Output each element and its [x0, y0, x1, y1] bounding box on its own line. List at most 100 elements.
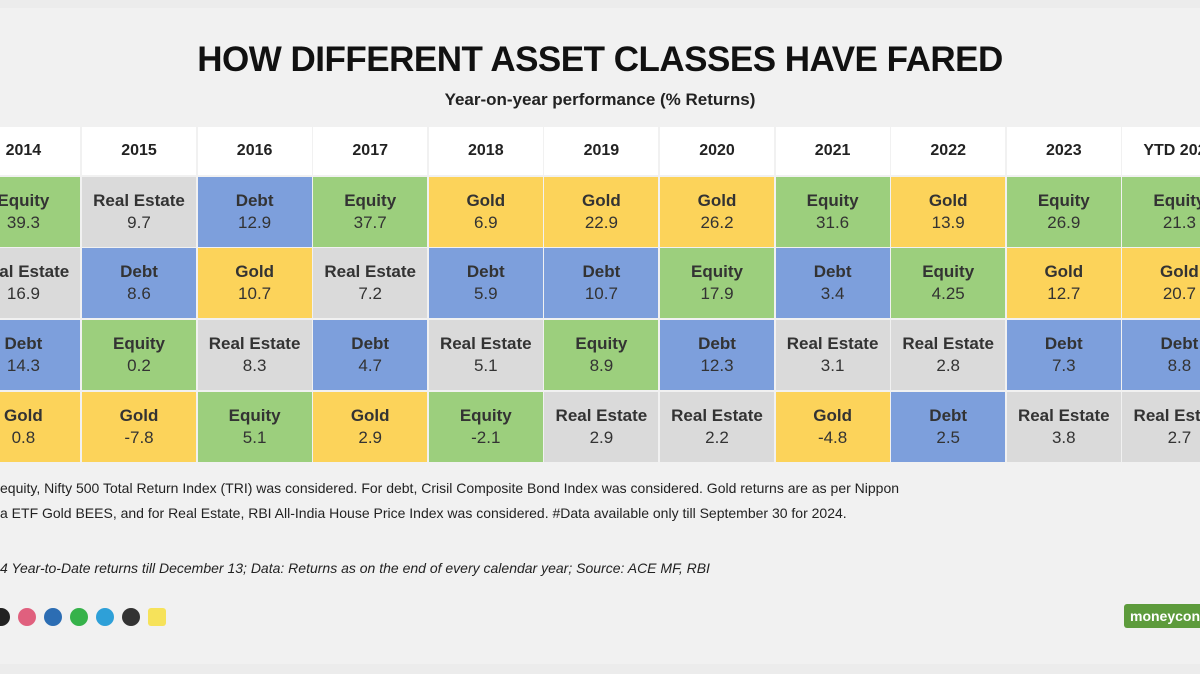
- cell: Debt 12.3: [660, 320, 774, 390]
- cell: Real Estate 9.7: [82, 177, 196, 247]
- social-icon[interactable]: [148, 608, 166, 626]
- return-value: 26.9: [1047, 213, 1081, 232]
- asset-name: Real Estate: [93, 191, 185, 210]
- cell: Real Estate 2.2: [660, 392, 774, 462]
- return-value: 8.3: [242, 356, 267, 375]
- return-value: 10.7: [238, 284, 272, 303]
- asset-name: Real Estate: [555, 406, 648, 425]
- return-value: 2.2: [705, 428, 729, 447]
- year: 2016: [236, 142, 273, 159]
- year: 2017: [352, 142, 388, 159]
- asset-name: Equity: [1153, 191, 1200, 210]
- cell: Real Estate 3.1: [775, 320, 890, 390]
- asset-name: Debt: [120, 262, 158, 281]
- asset-name: Debt: [1160, 334, 1199, 353]
- asset-name: Equity: [575, 334, 628, 353]
- cell: Real Estate 8.3: [197, 320, 312, 390]
- asset-name: Debt: [351, 334, 390, 353]
- return-value: 31.6: [816, 213, 850, 232]
- title: HOW DIFFERENT ASSET CLASSES HAVE FARED: [197, 40, 1003, 79]
- cell: Gold 12.7: [1006, 248, 1121, 318]
- return-value: 10.7: [584, 284, 618, 303]
- return-value: 0.8: [11, 428, 36, 447]
- asset-name: Debt: [235, 191, 274, 210]
- return-value: 2.7: [1167, 428, 1192, 447]
- return-value: 8.8: [1167, 356, 1192, 375]
- return-value: 2.9: [358, 428, 382, 447]
- cell: Debt 7.3: [1006, 320, 1121, 390]
- social-icon[interactable]: [18, 608, 36, 626]
- return-value: 7.2: [358, 284, 382, 303]
- return-value: 12.3: [700, 356, 734, 375]
- year: 2015: [121, 142, 157, 159]
- cell: Debt 3.4: [775, 248, 890, 318]
- cell: Gold 13.9: [891, 177, 1006, 247]
- cell: Real Estate 3.8: [1006, 392, 1121, 462]
- social-icon[interactable]: [70, 608, 88, 626]
- return-value: 8.6: [127, 284, 151, 303]
- asset-name: Gold: [1044, 262, 1084, 281]
- cell: Gold 20.7: [1122, 248, 1200, 318]
- social-icon[interactable]: [122, 608, 140, 626]
- return-value: 12.7: [1047, 284, 1081, 303]
- return-value: 0.2: [127, 356, 151, 375]
- cell: Debt 4.7: [313, 320, 428, 390]
- social-icon[interactable]: [0, 608, 10, 626]
- cell: Real Estate 16.9: [0, 248, 81, 318]
- asset-name: Real Estate: [1133, 406, 1200, 425]
- cell: Equity 39.3: [0, 177, 81, 247]
- return-value: 5.9: [473, 284, 498, 303]
- cell: Equity 5.1: [197, 392, 312, 462]
- return-value: 2.9: [589, 428, 614, 447]
- return-value: 4.25: [931, 284, 965, 303]
- return-value: 12.9: [238, 213, 272, 232]
- return-value: 37.7: [353, 213, 387, 232]
- asset-name: Gold: [697, 191, 737, 210]
- column-header: 2022: [891, 127, 1006, 175]
- asset-name: Gold: [813, 406, 852, 425]
- return-value: 2.5: [936, 428, 960, 447]
- cell: Debt 14.3: [0, 320, 81, 390]
- note: a ETF Gold BEES, and for Real Estate, RB…: [0, 505, 847, 521]
- asset-name: Gold: [466, 191, 506, 210]
- return-value: 8.9: [589, 356, 614, 375]
- cell: Debt 10.7: [544, 248, 659, 318]
- cell: Equity 21.3: [1122, 177, 1200, 247]
- cell: Gold -7.8: [82, 392, 196, 462]
- return-value: 6.9: [473, 213, 498, 232]
- asset-name: Equity: [691, 262, 743, 281]
- return-value: 7.3: [1051, 356, 1076, 375]
- cell: Real Estate 7.2: [313, 248, 428, 318]
- cell: Real Estate 2.7: [1122, 392, 1200, 462]
- year: YTD 2024: [1143, 142, 1200, 159]
- asset-name: Equity: [113, 334, 165, 353]
- asset-name: Real Estate: [324, 262, 417, 281]
- asset-name: Equity: [1037, 191, 1090, 210]
- asset-name: Equity: [0, 191, 50, 210]
- return-value: 13.9: [931, 213, 965, 232]
- social-icon[interactable]: [44, 608, 62, 626]
- asset-name: Gold: [582, 191, 621, 210]
- note: equity, Nifty 500 Total Return Index (TR…: [0, 480, 900, 496]
- asset-name: Gold: [350, 406, 390, 425]
- asset-name: Equity: [459, 406, 512, 425]
- cell: Debt 12.9: [197, 177, 312, 247]
- column-header: 2021: [775, 127, 890, 175]
- year: 2021: [814, 142, 851, 159]
- return-value: 3.1: [820, 356, 845, 375]
- column-header: YTD 2024: [1122, 127, 1200, 175]
- return-value: -4.8: [817, 428, 848, 447]
- asset-name: Equity: [228, 406, 281, 425]
- year: 2020: [699, 142, 735, 159]
- cell: Gold 26.2: [660, 177, 774, 247]
- return-value: 9.7: [127, 213, 151, 232]
- return-value: 39.3: [6, 213, 40, 232]
- return-value: 3.4: [820, 284, 845, 303]
- asset-name: Equity: [344, 191, 397, 210]
- cell: Equity 8.9: [544, 320, 659, 390]
- return-value: 26.2: [700, 213, 734, 232]
- cell: Gold 2.9: [313, 392, 428, 462]
- asset-name: Equity: [922, 262, 975, 281]
- column-header: 2020: [660, 127, 774, 175]
- social-icon[interactable]: [96, 608, 114, 626]
